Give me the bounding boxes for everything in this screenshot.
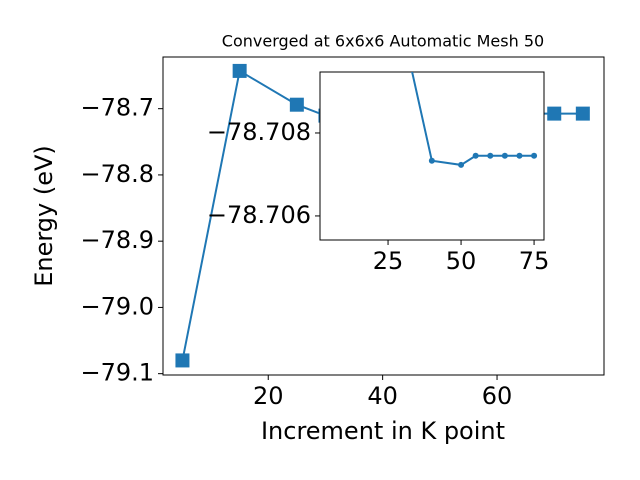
y-tick-label: −78.7	[80, 94, 154, 122]
y-tick-label: −79.0	[80, 292, 154, 320]
x-tick-label: 75	[519, 247, 550, 275]
marker	[175, 353, 190, 368]
x-tick-label: 25	[373, 247, 404, 275]
y-tick-label: −78.708	[207, 118, 311, 146]
x-axis-label: Increment in K point	[261, 417, 505, 445]
marker	[472, 152, 479, 159]
marker	[487, 152, 494, 159]
y-axis-label: Energy (eV)	[30, 145, 58, 287]
y-tick-label: −78.9	[80, 226, 154, 254]
marker	[531, 152, 538, 159]
marker	[289, 97, 304, 112]
y-tick-label: −78.706	[207, 201, 311, 229]
x-tick-label: 50	[446, 247, 477, 275]
x-tick-label: 60	[482, 382, 513, 410]
marker	[547, 106, 562, 121]
marker	[575, 106, 590, 121]
y-tick-label: −79.1	[80, 359, 154, 387]
marker	[516, 152, 523, 159]
x-tick-label: 20	[253, 382, 284, 410]
chart-title: Converged at 6x6x6 Automatic Mesh 50	[222, 32, 544, 51]
marker	[232, 63, 247, 78]
marker	[458, 161, 465, 168]
y-tick-label: −78.8	[80, 160, 154, 188]
marker	[428, 157, 435, 164]
marker	[501, 152, 508, 159]
x-tick-label: 40	[367, 382, 398, 410]
